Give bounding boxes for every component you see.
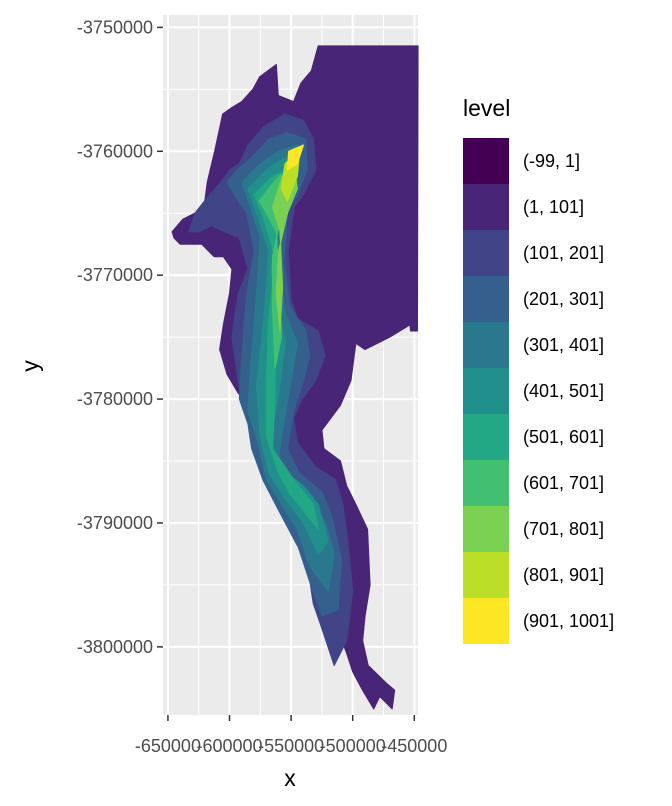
legend-swatch <box>463 368 509 414</box>
legend-label: (301, 401] <box>523 335 604 355</box>
x-tick-label: -550000 <box>258 736 324 756</box>
legend-title: level <box>463 95 510 121</box>
y-tick-label: -3760000 <box>77 141 153 161</box>
legend-swatch <box>463 460 509 506</box>
contour-regions <box>171 45 419 710</box>
x-tick-label: -600000 <box>196 736 262 756</box>
legend-swatch <box>463 552 509 598</box>
y-tick-label: -3780000 <box>77 389 153 409</box>
x-axis-title: x <box>284 765 296 791</box>
legend-swatch <box>463 598 509 644</box>
legend-label: (701, 801] <box>523 519 604 539</box>
legend: (-99, 1] (1, 101] (101, 201] (201, 301] (301… <box>463 138 614 644</box>
legend-label: (501, 601] <box>523 427 604 447</box>
x-tick-label: -500000 <box>320 736 386 756</box>
legend-swatch <box>463 414 509 460</box>
legend-swatch <box>463 184 509 230</box>
legend-label: (201, 301] <box>523 289 604 309</box>
legend-swatch <box>463 322 509 368</box>
legend-swatch <box>463 506 509 552</box>
legend-label: (101, 201] <box>523 243 604 263</box>
legend-label: (601, 701] <box>523 473 604 493</box>
legend-label: (-99, 1] <box>523 151 580 171</box>
y-axis-title: y <box>17 360 43 372</box>
legend-label: (801, 901] <box>523 565 604 585</box>
y-tick-label: -3770000 <box>77 265 153 285</box>
y-tick-label: -3750000 <box>77 17 153 37</box>
legend-label: (401, 501] <box>523 381 604 401</box>
legend-label: (1, 101] <box>523 197 584 217</box>
y-tick-label: -3790000 <box>77 513 153 533</box>
y-axis-ticks: -3750000 -3760000 -3770000 -3780000 -3790000… <box>77 17 163 657</box>
legend-label: (901, 1001] <box>523 611 614 631</box>
legend-swatch <box>463 138 509 184</box>
y-tick-label: -3800000 <box>77 637 153 657</box>
legend-swatch <box>463 230 509 276</box>
x-tick-label: -450000 <box>381 736 447 756</box>
x-axis-ticks: -650000-600000-550000-500000-450000 <box>135 715 447 756</box>
legend-swatch <box>463 276 509 322</box>
contour-region-level-10 <box>286 144 304 171</box>
x-tick-label: -650000 <box>135 736 201 756</box>
